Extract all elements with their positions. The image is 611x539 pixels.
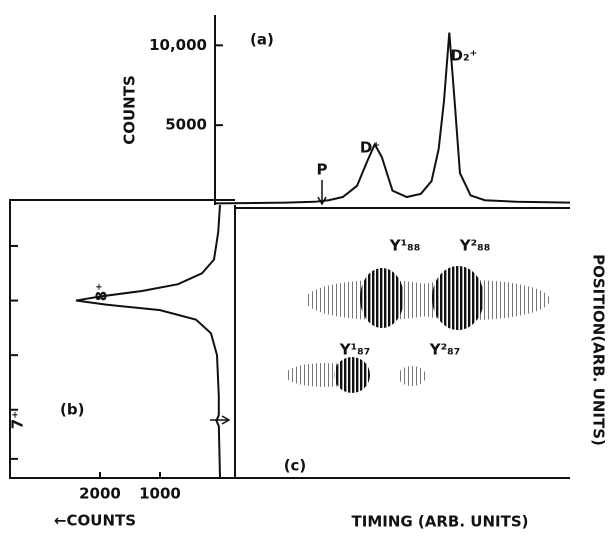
y-tick-label: 5000	[165, 116, 207, 134]
frame-b	[9, 199, 570, 479]
annotation: 7⁺	[9, 411, 27, 429]
annotation: Y¹₈₇	[339, 341, 371, 359]
x-tick-label: 2000	[79, 485, 121, 503]
x-axis-label: ←COUNTS	[54, 512, 136, 530]
annotation: D⁺	[360, 139, 380, 157]
panel-label: (a)	[250, 31, 274, 49]
spot	[334, 357, 370, 393]
annotation: P	[317, 161, 328, 179]
annotation: 8⁺	[93, 283, 111, 301]
spectrum-line	[214, 32, 571, 205]
annotation: Y²₈₈	[459, 237, 491, 255]
x-axis-label: TIMING (ARB. UNITS)	[352, 513, 529, 531]
panel-label: (b)	[60, 401, 84, 419]
y-tick-label: 10,000	[149, 36, 207, 54]
panel-label: (c)	[284, 457, 307, 475]
y-axis-label: POSITION(ARB. UNITS)	[590, 254, 608, 446]
arrow-head	[221, 415, 231, 425]
profile-line	[75, 204, 221, 479]
faint-spot	[398, 366, 426, 386]
annotation: D₂⁺	[451, 47, 478, 65]
x-tick-label: 1000	[139, 485, 181, 503]
image-c	[285, 266, 550, 393]
annotation: Y¹₈₈	[389, 237, 421, 255]
spot	[432, 266, 484, 330]
annotation: Y²₈₇	[429, 341, 461, 359]
spot	[360, 268, 404, 328]
y-axis-label: COUNTS	[121, 75, 139, 145]
arrow-head	[317, 196, 327, 206]
